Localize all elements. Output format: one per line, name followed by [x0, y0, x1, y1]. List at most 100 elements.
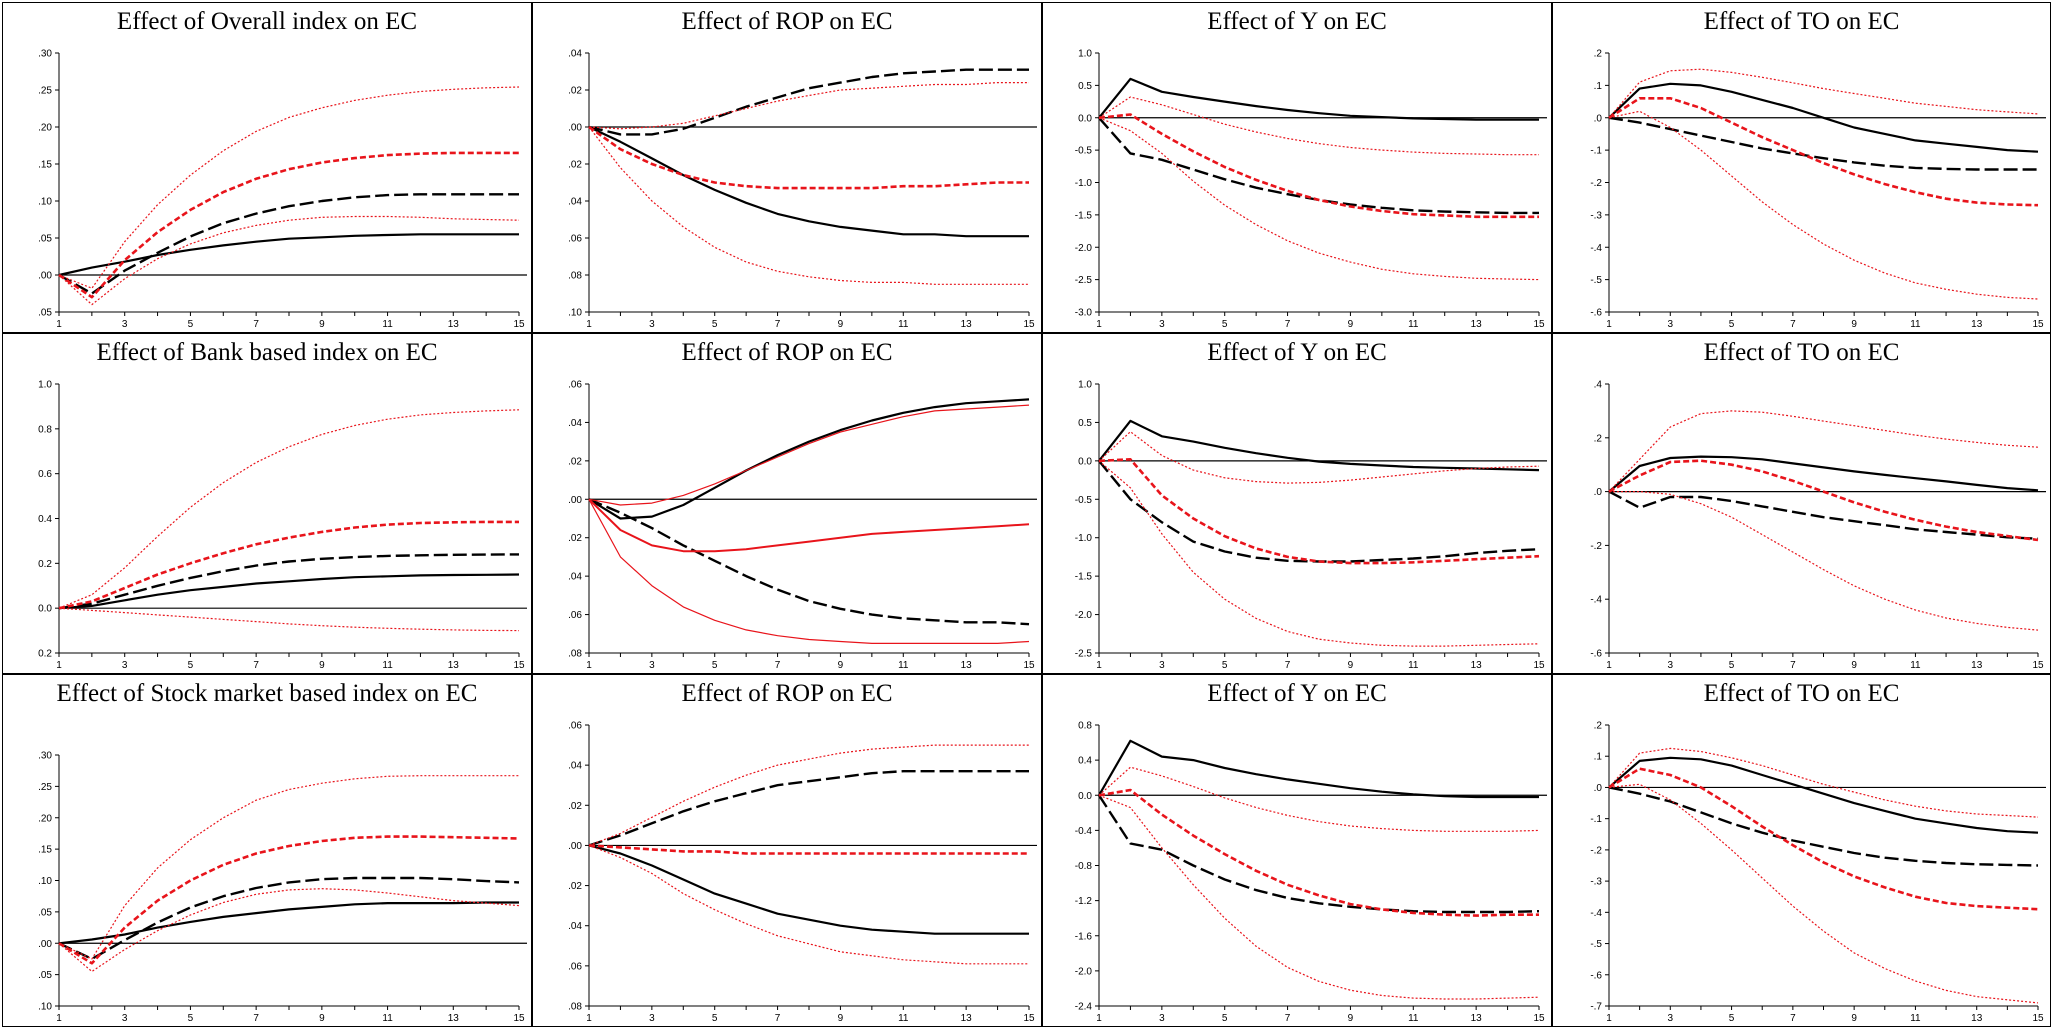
series-line: [58, 233, 519, 277]
y-tick-label: -1.0: [1075, 178, 1093, 189]
x-tick-label: 3: [1159, 1013, 1165, 1024]
chart-title: Effect of ROP on EC: [681, 8, 893, 35]
series-line: [58, 888, 520, 973]
y-tick-label: .1: [1594, 752, 1603, 763]
series-line: [1098, 113, 1539, 219]
series-line: [588, 498, 1030, 553]
x-tick-label: 7: [775, 1013, 781, 1024]
series-line: [588, 125, 1029, 190]
x-tick-label: 7: [1790, 1013, 1796, 1024]
y-tick-label: 1.0: [1078, 49, 1092, 60]
series-line: [588, 81, 1029, 130]
x-tick-label: 15: [2032, 660, 2044, 671]
y-tick-label: .30: [38, 751, 52, 762]
series-line: [1098, 460, 1540, 563]
y-tick-label: .08: [568, 649, 582, 660]
y-tick-label: -1.5: [1075, 572, 1093, 583]
chart-plot: .06.04.02.00.02.04.06.081 3 5 7 9 11 13 15: [568, 721, 1037, 1024]
chart-panel: Effect of ROP on EC .04 .02 .00 .02 .04 .06 .08…: [532, 2, 1042, 333]
chart-title: Effect of TO on EC: [1703, 339, 1900, 366]
x-tick-label: 1: [56, 319, 62, 330]
x-tick-label: 9: [1348, 1013, 1354, 1024]
y-tick-label: .10: [38, 1002, 52, 1013]
y-tick-label: 0.8: [38, 424, 52, 435]
x-tick-label: 5: [1729, 660, 1735, 671]
series-line: [588, 68, 1029, 136]
x-tick-label: 13: [1971, 1013, 1983, 1024]
x-tick-label: 3: [1668, 319, 1674, 330]
y-tick-label: .05: [38, 970, 52, 981]
series-line: [1098, 431, 1540, 484]
y-tick-label: .0: [1594, 487, 1603, 498]
y-tick-label: .30: [38, 49, 52, 60]
y-tick-label: -2.0: [1075, 610, 1093, 621]
x-tick-label: 9: [838, 319, 844, 330]
x-tick-label: 9: [1348, 660, 1354, 671]
series-line: [1608, 410, 2039, 493]
y-tick-label: -2.5: [1075, 649, 1093, 660]
x-tick-label: 11: [382, 660, 393, 671]
y-tick-label: -.2: [1590, 541, 1602, 552]
x-tick-label: 1: [1096, 1013, 1102, 1024]
y-tick-label: -0.8: [1075, 861, 1093, 872]
y-tick-label: .00: [38, 939, 52, 950]
y-tick-label: 0.2: [38, 559, 52, 570]
x-tick-label: 5: [188, 1013, 194, 1024]
series-line: [1097, 794, 1540, 914]
chart-title: Effect of Bank based index on EC: [96, 339, 438, 366]
y-tick-label: 0.4: [38, 514, 52, 525]
series-line: [1608, 459, 2039, 542]
y-tick-label: .06: [568, 610, 582, 621]
series-line: [1608, 455, 2039, 493]
series-line: [588, 498, 1030, 626]
y-tick-label: 0.0: [1078, 113, 1092, 124]
chart-title: Effect of ROP on EC: [681, 339, 893, 366]
x-tick-label: 1: [1096, 660, 1102, 671]
x-tick-label: 5: [712, 660, 718, 671]
x-tick-label: 15: [1023, 319, 1035, 330]
x-tick-label: 7: [253, 660, 259, 671]
x-tick-label: 11: [1408, 319, 1419, 330]
y-tick-label: .02: [568, 801, 582, 812]
chart-plot: .2.1.0-.1-.2-.3-.4-.5-.61 3 5 7 9 11 13 15: [1590, 49, 2046, 330]
chart-panel: Effect of TO on EC .4.2.0 -.2 -.4 -.6 1 3 5 7 9 11…: [1552, 333, 2051, 674]
y-tick-label: -2.0: [1075, 966, 1093, 977]
y-tick-label: .4: [1594, 380, 1603, 391]
x-tick-label: 15: [1533, 660, 1545, 671]
x-tick-label: 3: [1159, 660, 1165, 671]
y-tick-label: 0.0: [1078, 791, 1092, 802]
series-line: [1608, 82, 2039, 153]
x-tick-label: 7: [775, 319, 781, 330]
y-tick-label: .25: [38, 86, 52, 97]
chart-plot: .2.1.0-.1-.2-.3-.4-.5-.6-.71 3 5 7 9 11 13 15: [1590, 721, 2046, 1024]
y-tick-label: .10: [568, 308, 582, 319]
x-tick-label: 1: [1096, 319, 1102, 330]
y-tick-label: -.3: [1590, 210, 1602, 221]
y-tick-label: .08: [568, 1002, 582, 1013]
series-line: [1098, 794, 1540, 1000]
y-tick-label: .04: [568, 197, 582, 208]
series-line: [58, 409, 520, 609]
y-tick-label: .06: [568, 234, 582, 245]
chart-title: Effect of TO on EC: [1703, 8, 1900, 35]
x-tick-label: 13: [961, 1013, 973, 1024]
series-line: [1608, 68, 2039, 119]
y-tick-label: .10: [38, 876, 52, 887]
y-tick-label: .2: [1594, 433, 1603, 444]
y-tick-label: .00: [38, 271, 52, 282]
series-line: [1098, 117, 1540, 281]
x-tick-label: 3: [649, 660, 655, 671]
series-line: [588, 744, 1029, 846]
y-tick-label: -0.5: [1075, 146, 1093, 157]
series-line: [1609, 491, 2039, 631]
x-tick-label: 3: [649, 1013, 655, 1024]
y-tick-label: -1.2: [1075, 896, 1093, 907]
chart-plot: .06.04.02.00.02.04.06.081 3 5 7 9 11 13 15: [568, 380, 1037, 671]
series-line: [588, 126, 1029, 285]
y-tick-label: -.6: [1590, 649, 1602, 660]
x-tick-label: 5: [1222, 319, 1228, 330]
y-tick-label: .00: [568, 123, 582, 134]
chart-panel: Effect of TO on EC .2 .1 .0 -.1 -.2 -.3 -.4 -.5 -…: [1552, 674, 2051, 1027]
chart-title: Effect of Y on EC: [1207, 680, 1387, 707]
y-tick-label: .05: [38, 234, 52, 245]
